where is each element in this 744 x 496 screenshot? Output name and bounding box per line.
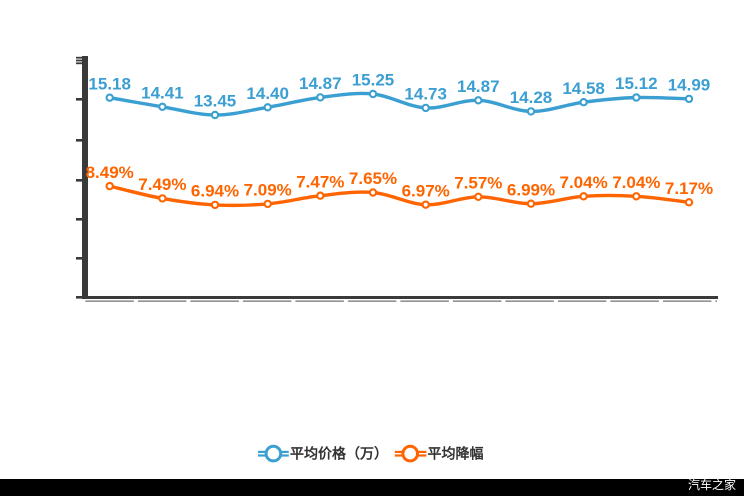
svg-text:平均价格（万）: 平均价格（万） (290, 446, 388, 462)
svg-text:6.94%: 6.94% (191, 182, 239, 201)
svg-text:7.04%: 7.04% (612, 173, 660, 192)
svg-text:7.04%: 7.04% (559, 173, 607, 192)
svg-text:15.18: 15.18 (88, 74, 131, 93)
svg-text:13.45: 13.45 (194, 92, 237, 111)
svg-text:7.47%: 7.47% (296, 172, 344, 191)
svg-text:14.28: 14.28 (510, 88, 553, 107)
svg-text:14.41: 14.41 (141, 84, 184, 103)
svg-text:平均降幅: 平均降幅 (428, 446, 484, 462)
svg-text:15.25: 15.25 (352, 71, 395, 90)
svg-text:8.49%: 8.49% (86, 163, 134, 182)
svg-text:15.12: 15.12 (615, 74, 658, 93)
svg-text:14.87: 14.87 (457, 77, 500, 96)
svg-text:6.97%: 6.97% (402, 181, 450, 200)
svg-text:14.99: 14.99 (668, 76, 711, 95)
svg-text:7.17%: 7.17% (665, 179, 713, 198)
svg-text:7.57%: 7.57% (454, 174, 502, 193)
svg-text:7.65%: 7.65% (349, 169, 397, 188)
svg-text:7.49%: 7.49% (138, 175, 186, 194)
svg-text:6.99%: 6.99% (507, 180, 555, 199)
svg-text:14.40: 14.40 (246, 84, 289, 103)
svg-text:14.58: 14.58 (562, 79, 605, 98)
svg-text:7.09%: 7.09% (244, 181, 292, 200)
svg-text:14.87: 14.87 (299, 74, 342, 93)
svg-text:14.73: 14.73 (404, 85, 447, 104)
